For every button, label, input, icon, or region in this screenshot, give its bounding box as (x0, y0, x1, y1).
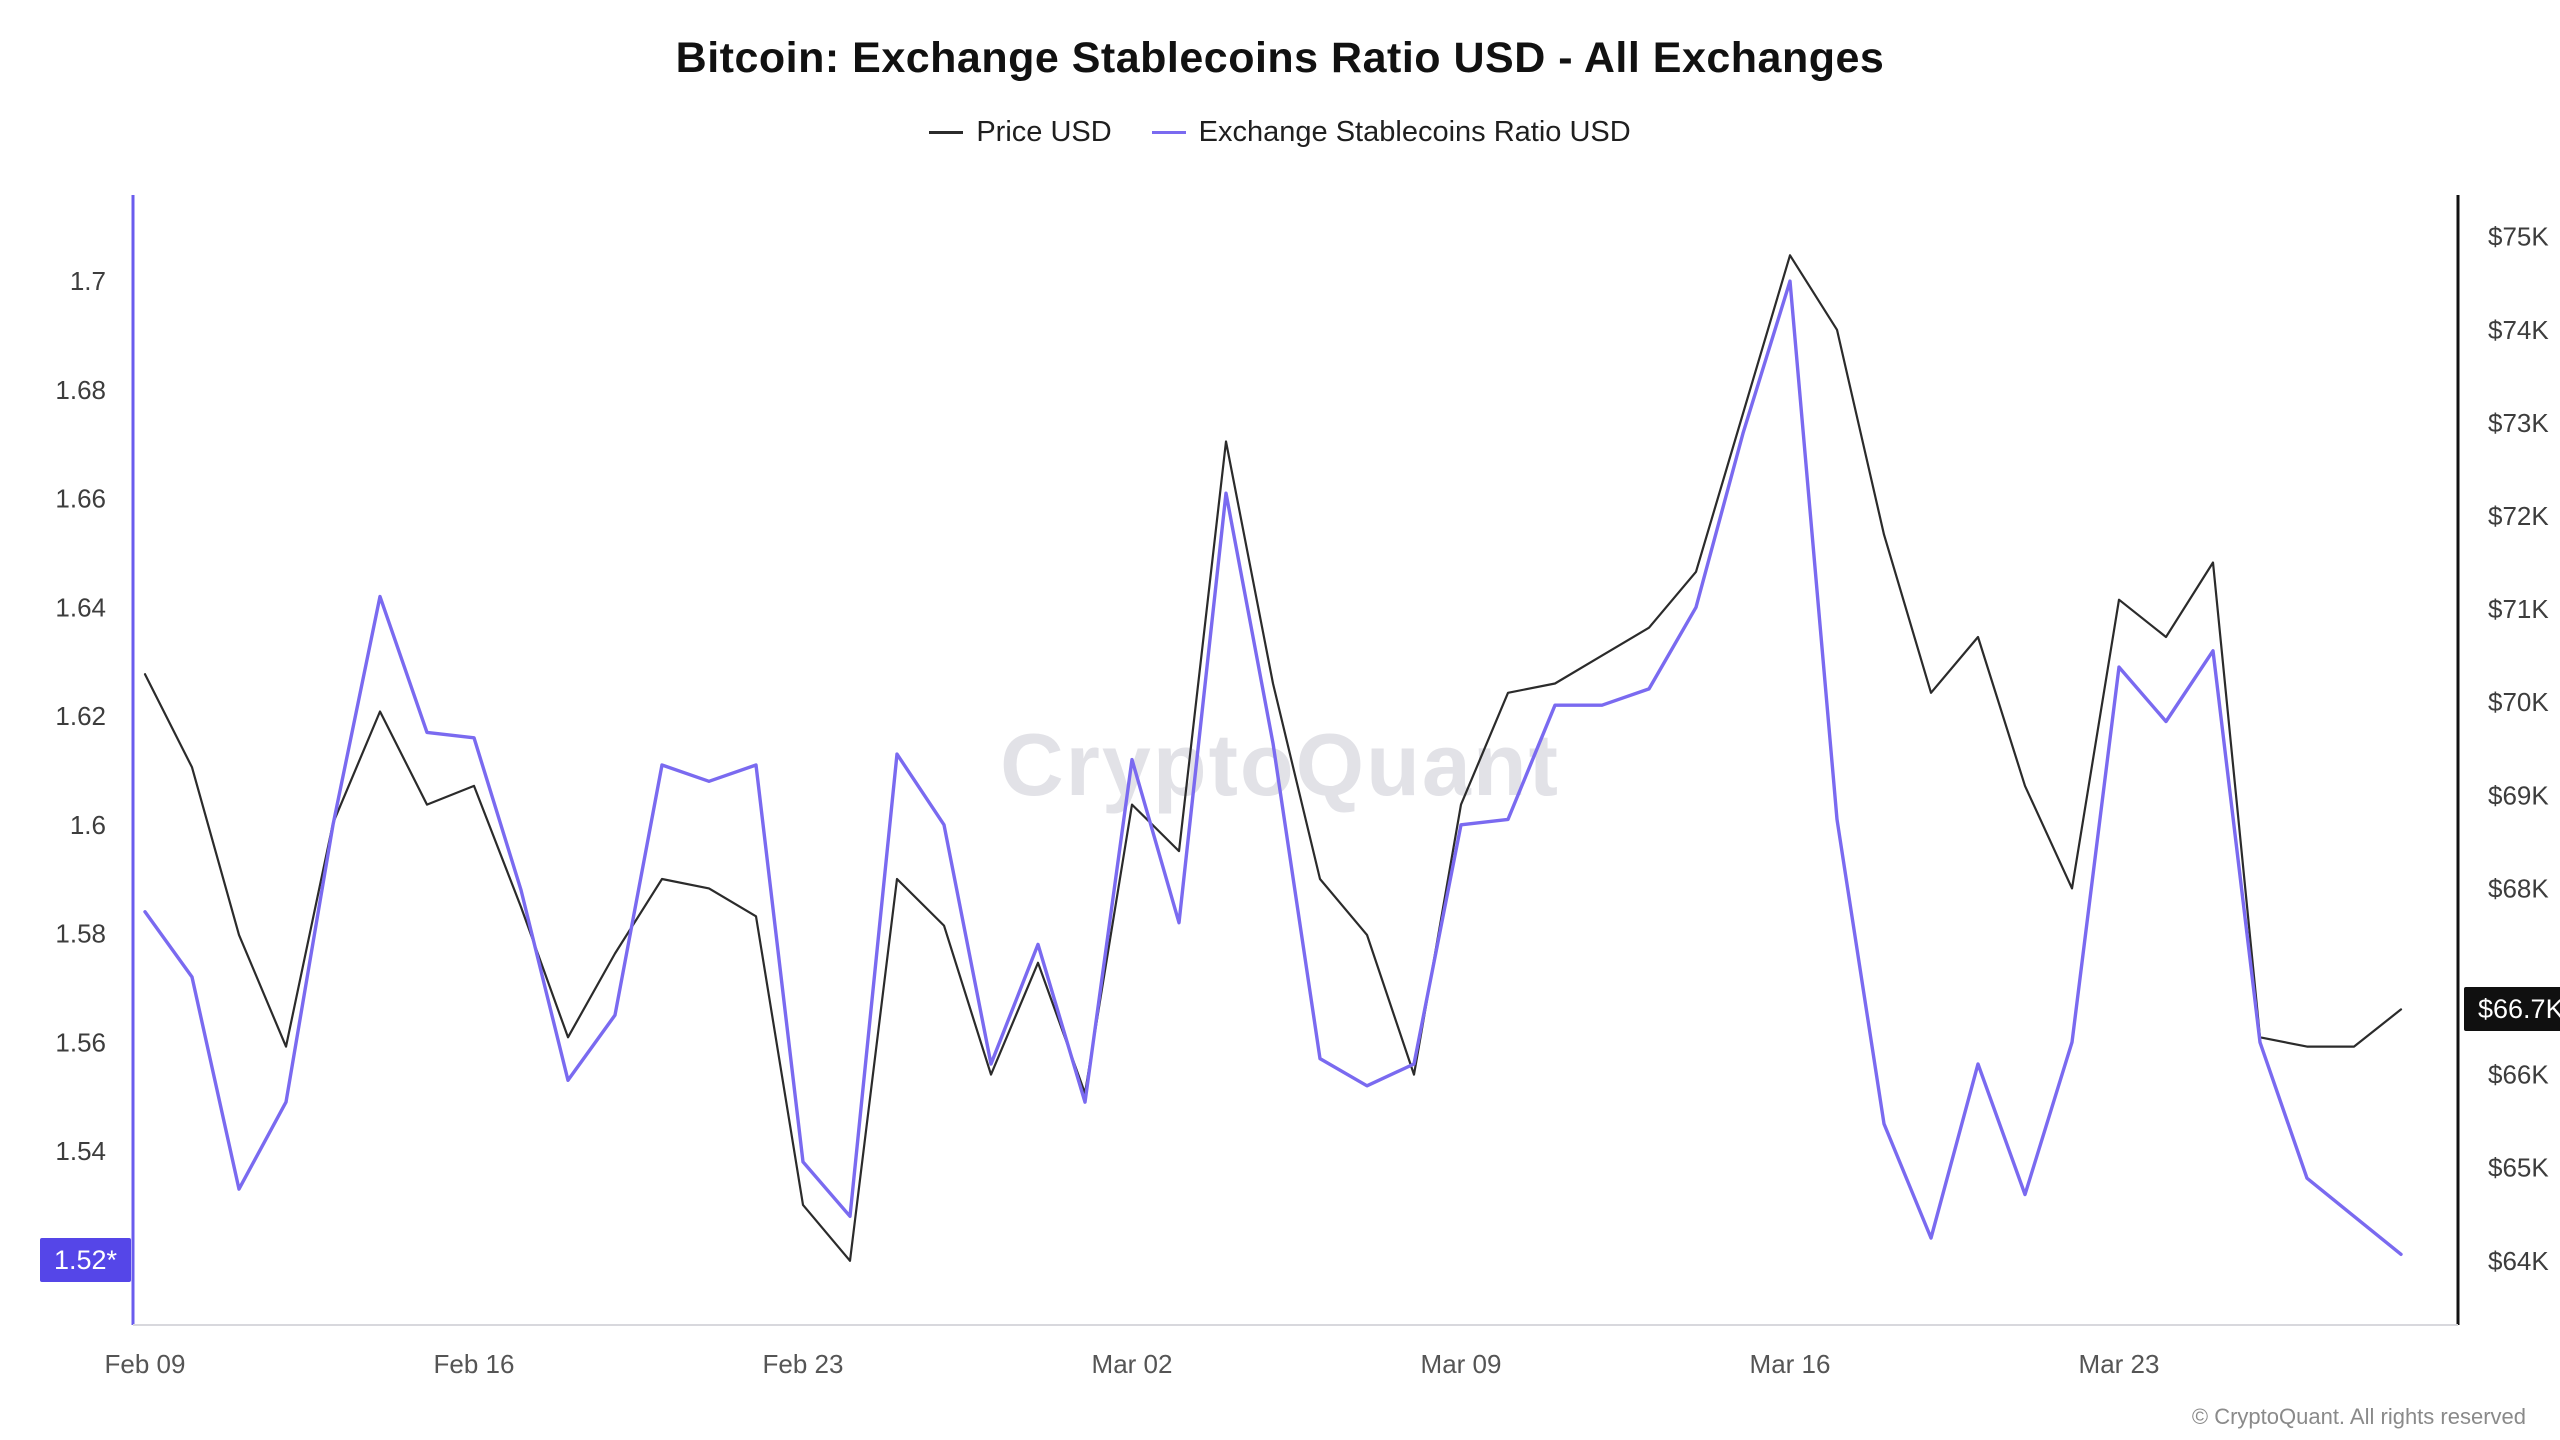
right-axis-tick-label: $66K (2488, 1060, 2549, 1090)
left-axis-tick-label: 1.58 (55, 919, 106, 949)
legend-label-price-usd: Price USD (976, 116, 1112, 148)
x-axis-tick-label: Feb 09 (105, 1349, 186, 1379)
right-axis-tick-label: $64K (2488, 1246, 2549, 1276)
legend-item-price-usd[interactable]: Price USD (929, 116, 1112, 149)
legend-label-stablecoins-ratio: Exchange Stablecoins Ratio USD (1198, 116, 1631, 148)
left-axis-current-value-badge: 1.52* (40, 1237, 132, 1282)
x-axis-tick-label: Feb 16 (434, 1349, 515, 1379)
right-axis-tick-label: $69K (2488, 780, 2549, 810)
x-axis-tick-label: Mar 23 (2079, 1349, 2160, 1379)
left-axis-tick-label: 1.64 (55, 592, 106, 622)
right-axis-tick-label: $70K (2488, 687, 2549, 717)
legend-item-stablecoins-ratio[interactable]: Exchange Stablecoins Ratio USD (1151, 116, 1631, 149)
series-line-1 (143, 279, 2403, 1257)
x-axis-tick-label: Feb 23 (763, 1349, 844, 1379)
left-axis-tick-label: 1.54 (55, 1136, 106, 1166)
left-axis-tick-label: 1.62 (55, 701, 106, 731)
left-axis-tick-label: 1.66 (55, 484, 106, 514)
left-axis-tick-label: 1.7 (70, 266, 106, 296)
x-axis-tick-label: Mar 16 (1750, 1349, 1831, 1379)
right-axis-tick-label: $65K (2488, 1153, 2549, 1183)
right-axis-tick-label: $71K (2488, 594, 2549, 624)
left-axis-tick-label: 1.56 (55, 1027, 106, 1057)
x-axis-tick-label: Mar 09 (1421, 1349, 1502, 1379)
price-line-swatch-icon (929, 131, 964, 134)
right-axis-tick-label: $73K (2488, 408, 2549, 438)
copyright-notice: © CryptoQuant. All rights reserved (2191, 1404, 2526, 1429)
chart-title: Bitcoin: Exchange Stablecoins Ratio USD … (675, 34, 1885, 82)
x-axis-tick-label: Mar 02 (1092, 1349, 1173, 1379)
series-line-0 (143, 254, 2403, 1262)
left-axis-tick-label: 1.68 (55, 375, 106, 405)
legend: Price USD Exchange Stablecoins Ratio USD (0, 116, 2560, 149)
ratio-line-swatch-icon (1151, 131, 1186, 134)
right-axis-tick-label: $75K (2488, 222, 2549, 252)
right-axis-current-value-badge: $66.7K (2464, 987, 2560, 1032)
right-axis-tick-label: $68K (2488, 873, 2549, 903)
left-axis-tick-label: 1.6 (70, 810, 106, 840)
right-axis-tick-label: $72K (2488, 501, 2549, 531)
right-axis-tick-label: $74K (2488, 315, 2549, 345)
